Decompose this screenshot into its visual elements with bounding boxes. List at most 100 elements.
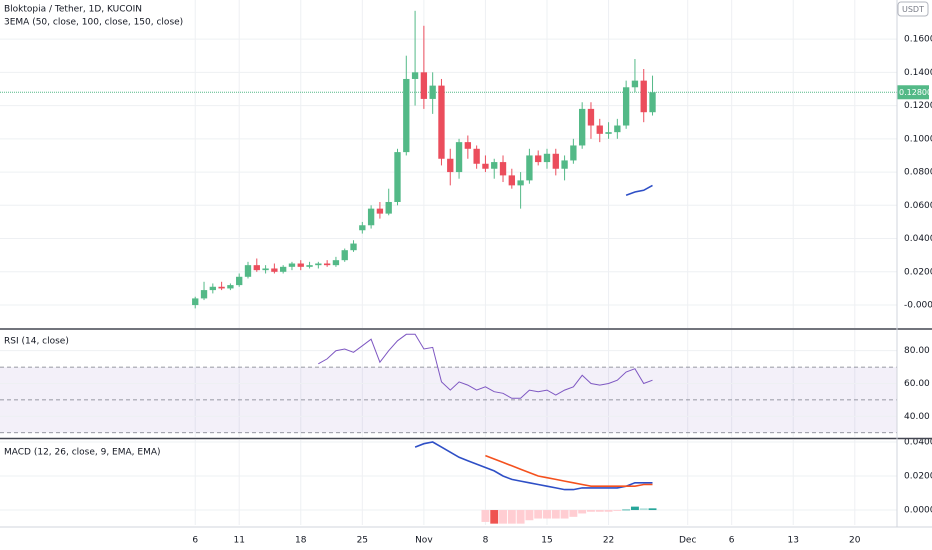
candle-body [622, 87, 630, 126]
candle-body [499, 162, 507, 176]
last-price-box [897, 85, 929, 100]
histogram-bar [490, 510, 499, 524]
candle-body [587, 108, 595, 126]
candle-body [517, 180, 524, 186]
candle-body [579, 108, 586, 146]
candle-body [526, 155, 533, 181]
histogram-bar [534, 510, 543, 519]
candle-body [552, 153, 559, 169]
candle-body [464, 142, 472, 149]
candle-body [200, 290, 208, 299]
candle-body [420, 72, 428, 99]
histogram-bar [604, 510, 613, 512]
candle-body [350, 243, 357, 251]
histogram-bar [525, 510, 534, 521]
candle-body [315, 263, 322, 266]
x-tick-label: Nov [415, 536, 433, 546]
pane-title: MACD (12, 26, close, 9, EMA, EMA) [4, 448, 161, 458]
histogram-bar [569, 510, 578, 517]
y-tick-label: -0.000000 [904, 301, 932, 311]
candle-body [218, 286, 225, 289]
histogram-bar [516, 510, 525, 524]
x-tick-label: 20 [849, 536, 861, 546]
y-tick-label: 60.00 [904, 379, 930, 389]
candle-body [640, 80, 647, 113]
y-tick-label: 0.160000 [904, 35, 932, 45]
series-line [485, 454, 653, 487]
candle-body [614, 125, 621, 133]
candle-body [209, 286, 216, 291]
y-tick-label: 0.080000 [904, 168, 932, 178]
y-tick-label: 0.120000 [904, 101, 932, 111]
candle-body [429, 85, 436, 99]
candle-body [403, 78, 410, 153]
histogram-bar [595, 510, 604, 512]
x-tick-label: 11 [233, 536, 244, 546]
histogram-bar [560, 510, 569, 519]
x-tick-label: 6 [192, 536, 198, 546]
candle-body [192, 298, 199, 306]
candle-body [236, 276, 243, 286]
histogram-bar [507, 510, 516, 524]
candle-body [385, 201, 392, 214]
candle-body [649, 92, 656, 113]
candle-body [280, 266, 287, 272]
candle-body [394, 152, 401, 202]
candle-body [306, 265, 313, 267]
candle-body [341, 250, 348, 261]
histogram-bar [630, 506, 639, 511]
candle-body [570, 145, 577, 161]
candle-body [367, 208, 375, 226]
histogram-bar [499, 510, 507, 524]
candle-body [376, 208, 384, 214]
x-tick-label: Dec [679, 536, 696, 546]
series-line [318, 333, 653, 399]
candle-body [227, 285, 234, 289]
candle-body [482, 163, 489, 169]
candle-body [491, 162, 498, 169]
x-tick-label: 13 [788, 536, 799, 546]
candle-body [244, 265, 252, 277]
candle-body [359, 225, 366, 231]
chart-title: Bloktopia / Tether, 1D, KUCOIN [4, 5, 142, 15]
candle-body [297, 263, 304, 267]
candle-body [438, 85, 445, 159]
candle-body [332, 260, 340, 266]
candle-body [605, 132, 612, 134]
candle-body [323, 263, 331, 266]
series-line [414, 441, 653, 491]
currency-label: USDT [902, 5, 924, 14]
candle-body [455, 142, 463, 173]
y-tick-label: 0.060000 [904, 201, 932, 211]
y-tick-label: 0.020000 [904, 472, 932, 482]
x-tick-label: 22 [603, 536, 614, 546]
last-price-label: 0.128000 [899, 88, 932, 97]
y-tick-label: 0.100000 [904, 134, 932, 144]
x-tick-label: 18 [295, 536, 307, 546]
x-tick-label: 8 [483, 536, 489, 546]
candle-body [508, 175, 515, 186]
pane-title: RSI (14, close) [4, 337, 69, 347]
histogram-bar [578, 510, 587, 514]
y-tick-label: 40.00 [904, 412, 930, 422]
x-tick-label: 6 [729, 536, 735, 546]
candle-body [262, 268, 269, 271]
x-tick-label: 15 [541, 536, 552, 546]
candle-body [596, 125, 603, 134]
y-tick-label: 0.000000 [904, 506, 932, 516]
candle-body [253, 265, 260, 271]
x-tick-label: 25 [357, 536, 368, 546]
series-line [625, 184, 653, 197]
y-tick-label: 0.040000 [904, 438, 932, 448]
histogram-bar [622, 509, 631, 511]
candle-body [543, 153, 551, 163]
candle-body [535, 155, 542, 163]
y-tick-label: 80.00 [904, 346, 930, 356]
histogram-bar [551, 510, 560, 519]
histogram-bar [543, 510, 551, 519]
y-tick-label: 0.040000 [904, 234, 932, 244]
currency-box [897, 1, 929, 17]
y-tick-label: 0.020000 [904, 267, 932, 277]
